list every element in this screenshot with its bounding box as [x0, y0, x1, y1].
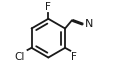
Text: N: N — [85, 19, 94, 29]
Text: F: F — [71, 52, 77, 62]
Text: Cl: Cl — [14, 52, 25, 62]
Text: F: F — [45, 2, 51, 12]
